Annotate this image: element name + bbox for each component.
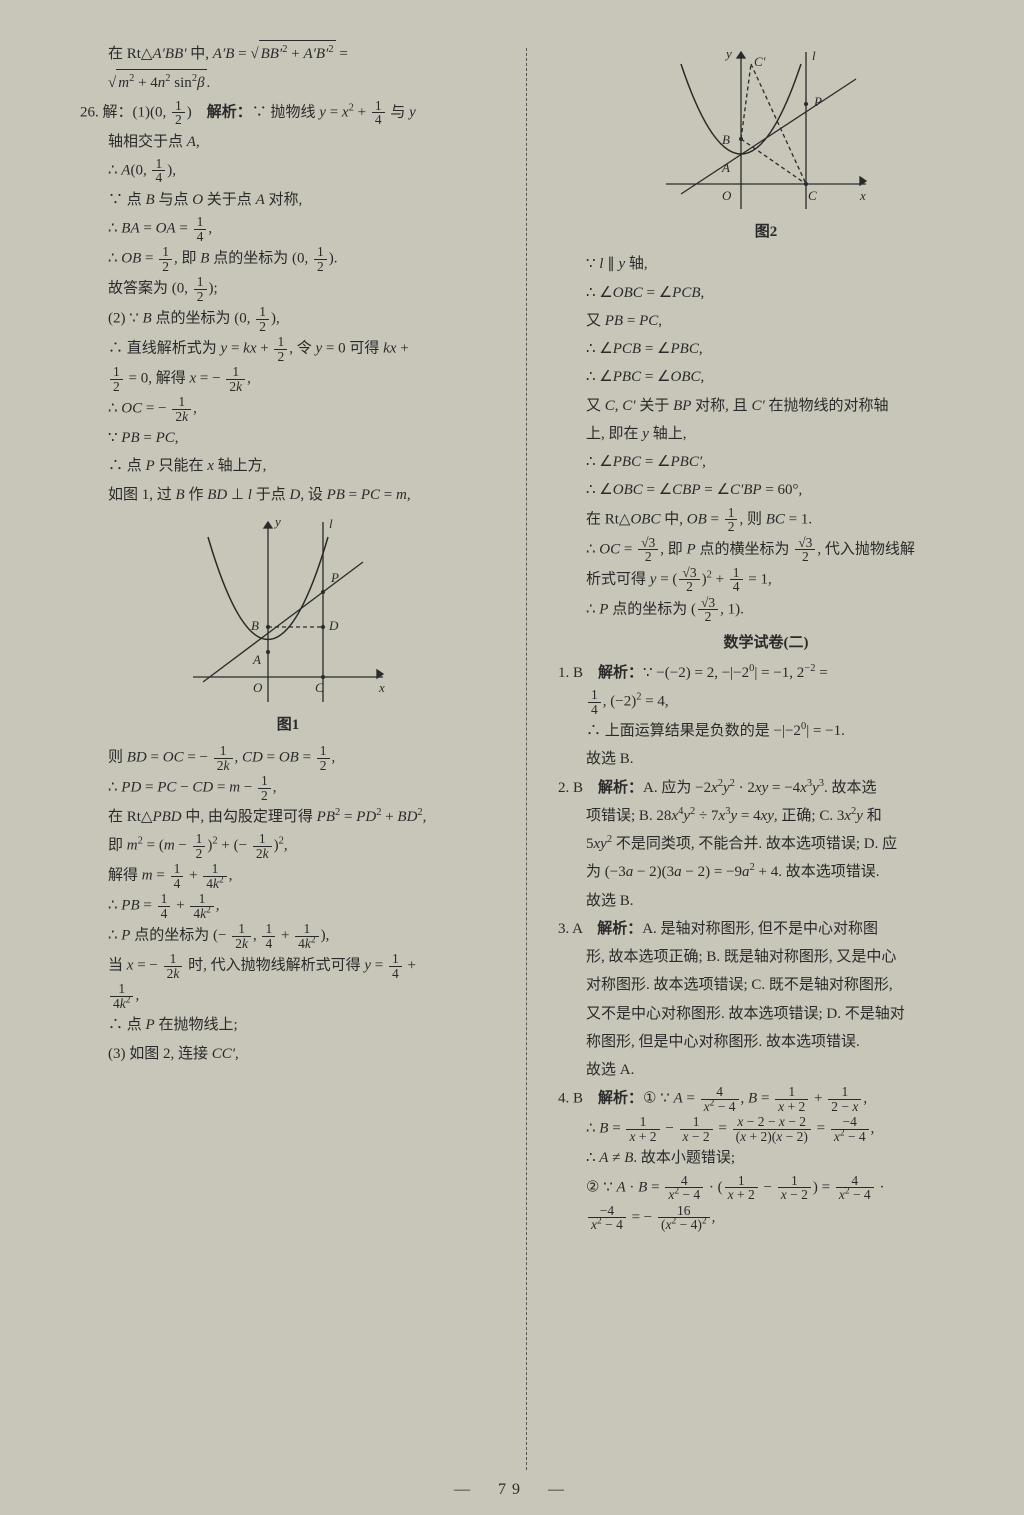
svg-text:D: D bbox=[328, 618, 339, 633]
q2: 2. B 解析：A. 应为 −2x2y2 · 2xy = −4x3y3. 故本选 bbox=[558, 775, 974, 801]
text-line: 12 = 0, 解得 x = − 12k, bbox=[80, 365, 496, 393]
text-line: 形, 故本选项正确; B. 既是轴对称图形, 又是中心 bbox=[558, 944, 974, 970]
text-line: 析式可得 y = (√32)2 + 14 = 1, bbox=[558, 566, 974, 594]
text-line: ∴ ∠OBC = ∠CBP = ∠C′BP = 60°, bbox=[558, 477, 974, 503]
right-column: y C′ l P B A O C x 图2 ∵ l ∥ y 轴, bbox=[558, 40, 974, 1470]
text-line: 故答案为 (0, 12); bbox=[80, 275, 496, 303]
text-line: ∴ ∠OBC = ∠PCB, bbox=[558, 280, 974, 306]
text-line: 又 C, C′ 关于 BP 对称, 且 C′ 在抛物线的对称轴 bbox=[558, 393, 974, 419]
svg-text:y: y bbox=[724, 46, 732, 61]
figure-1: y l P B D A O C x 图1 bbox=[158, 512, 418, 738]
text-line: 故选 B. bbox=[558, 746, 974, 772]
page-footer: — 79 — bbox=[0, 1470, 1024, 1504]
text-line: ∴ BA = OA = 14, bbox=[80, 215, 496, 243]
text-line: ∴ P 点的坐标为 (√32, 1). bbox=[558, 596, 974, 624]
text-line: ∴ PB = 14 + 14k2, bbox=[80, 892, 496, 920]
text-line: 故选 B. bbox=[558, 888, 974, 914]
text-line: 称图形, 但是中心对称图形. 故本选项错误. bbox=[558, 1029, 974, 1055]
text-line: ∴ 上面运算结果是负数的是 −|−20| = −1. bbox=[558, 718, 974, 744]
text-line: 又不是中心对称图形. 故本选项错误; D. 不是轴对 bbox=[558, 1001, 974, 1027]
text-line: ∴ A(0, 14), bbox=[80, 157, 496, 185]
text-line: 14, (−2)2 = 4, bbox=[558, 688, 974, 716]
paper-title: 数学试卷(二) bbox=[558, 630, 974, 656]
text-line: 在 Rt△OBC 中, OB = 12, 则 BC = 1. bbox=[558, 506, 974, 534]
text-line: 在 Rt△A′BB′ 中, A′B = √BB′2 + A′B′2 = bbox=[80, 40, 496, 67]
figure-2: y C′ l P B A O C x 图2 bbox=[636, 44, 896, 245]
text-line: ∴ P 点的坐标为 (− 12k, 14 + 14k2), bbox=[80, 922, 496, 950]
svg-text:x: x bbox=[859, 188, 866, 203]
text-line: 14k2, bbox=[80, 982, 496, 1010]
svg-text:A: A bbox=[252, 652, 261, 667]
text-line: √m2 + 4n2 sin2β. bbox=[80, 69, 496, 96]
text-line: −4x2 − 4 = − 16(x2 − 4)2, bbox=[558, 1204, 974, 1232]
svg-text:O: O bbox=[253, 680, 263, 695]
problem-26: 26. 解：(1)(0, 12) 解析：∵ 抛物线 y = x2 + 14 与 … bbox=[80, 99, 496, 127]
text-line: 上, 即在 y 轴上, bbox=[558, 421, 974, 447]
q4: 4. B 解析：① ∵ A = 4x2 − 4, B = 1x + 2 + 12… bbox=[558, 1085, 974, 1113]
text-line: 则 BD = OC = − 12k, CD = OB = 12, bbox=[80, 744, 496, 772]
q3: 3. A 解析：A. 是轴对称图形, 但不是中心对称图 bbox=[558, 916, 974, 942]
page-number: 79 bbox=[498, 1481, 526, 1498]
text-line: (3) 如图 2, 连接 CC′, bbox=[80, 1041, 496, 1067]
svg-text:C: C bbox=[808, 188, 817, 203]
svg-text:l: l bbox=[329, 516, 333, 531]
text-line: 对称图形. 故本选项错误; C. 既不是轴对称图形, bbox=[558, 972, 974, 998]
text-line: ∴ ∠PBC = ∠OBC, bbox=[558, 364, 974, 390]
text-line: 在 Rt△PBD 中, 由勾股定理可得 PB2 = PD2 + BD2, bbox=[80, 804, 496, 830]
svg-text:A: A bbox=[721, 160, 730, 175]
text-line: 故选 A. bbox=[558, 1057, 974, 1083]
q1: 1. B 解析：∵ −(−2) = 2, −|−20| = −1, 2−2 = bbox=[558, 660, 974, 686]
text-line: 项错误; B. 28x4y2 ÷ 7x3y = 4xy, 正确; C. 3x2y… bbox=[558, 803, 974, 829]
svg-text:l: l bbox=[812, 48, 816, 63]
text-line: ∵ 点 B 与点 O 关于点 A 对称, bbox=[80, 187, 496, 213]
text-line: ∴ OC = √32, 即 P 点的横坐标为 √32, 代入抛物线解 bbox=[558, 536, 974, 564]
text-line: ∴ PD = PC − CD = m − 12, bbox=[80, 774, 496, 802]
text-line: 又 PB = PC, bbox=[558, 308, 974, 334]
svg-text:P: P bbox=[813, 94, 822, 109]
text-line: ② ∵ A · B = 4x2 − 4 · (1x + 2 − 1x − 2) … bbox=[558, 1174, 974, 1202]
text-line: ∴ A ≠ B. 故本小题错误; bbox=[558, 1145, 974, 1171]
svg-text:C: C bbox=[315, 680, 324, 695]
text-line: 如图 1, 过 B 作 BD ⊥ l 于点 D, 设 PB = PC = m, bbox=[80, 482, 496, 508]
page: 在 Rt△A′BB′ 中, A′B = √BB′2 + A′B′2 = √m2 … bbox=[0, 0, 1024, 1470]
text-line: ∴ B = 1x + 2 − 1x − 2 = x − 2 − x − 2(x … bbox=[558, 1115, 974, 1143]
text-line: 轴相交于点 A, bbox=[80, 129, 496, 155]
svg-text:C′: C′ bbox=[754, 54, 766, 69]
figure-caption: 图1 bbox=[158, 712, 418, 738]
figure-caption: 图2 bbox=[636, 219, 896, 245]
svg-text:B: B bbox=[251, 618, 259, 633]
text-line: 即 m2 = (m − 12)2 + (− 12k)2, bbox=[80, 832, 496, 860]
text-line: ∴ OB = 12, 即 B 点的坐标为 (0, 12). bbox=[80, 245, 496, 273]
column-divider bbox=[526, 48, 528, 1470]
text-line: ∴ ∠PBC = ∠PBC′, bbox=[558, 449, 974, 475]
text-line: (2) ∵ B 点的坐标为 (0, 12), bbox=[80, 305, 496, 333]
svg-text:O: O bbox=[722, 188, 732, 203]
svg-text:P: P bbox=[330, 570, 339, 585]
text-line: 当 x = − 12k 时, 代入抛物线解析式可得 y = 14 + bbox=[80, 952, 496, 980]
left-column: 在 Rt△A′BB′ 中, A′B = √BB′2 + A′B′2 = √m2 … bbox=[80, 40, 496, 1470]
text-line: ∵ PB = PC, bbox=[80, 425, 496, 451]
text-line: ∴ 直线解析式为 y = kx + 12, 令 y = 0 可得 kx + bbox=[80, 335, 496, 363]
svg-text:y: y bbox=[273, 514, 281, 529]
text-line: ∴ OC = − 12k, bbox=[80, 395, 496, 423]
text-line: ∵ l ∥ y 轴, bbox=[558, 251, 974, 277]
text-line: 解得 m = 14 + 14k2, bbox=[80, 862, 496, 890]
text-line: 为 (−3a − 2)(3a − 2) = −9a2 + 4. 故本选项错误. bbox=[558, 859, 974, 885]
text-line: ∴ ∠PCB = ∠PBC, bbox=[558, 336, 974, 362]
svg-text:B: B bbox=[722, 132, 730, 147]
text-line: ∴ 点 P 只能在 x 轴上方, bbox=[80, 453, 496, 479]
text-line: 5xy2 不是同类项, 不能合并. 故本选项错误; D. 应 bbox=[558, 831, 974, 857]
text-line: ∴ 点 P 在抛物线上; bbox=[80, 1012, 496, 1038]
svg-text:x: x bbox=[378, 680, 385, 695]
